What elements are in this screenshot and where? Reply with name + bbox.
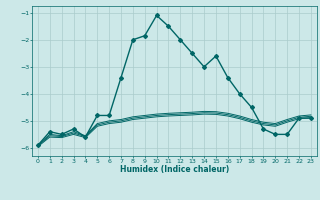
X-axis label: Humidex (Indice chaleur): Humidex (Indice chaleur) [120, 165, 229, 174]
